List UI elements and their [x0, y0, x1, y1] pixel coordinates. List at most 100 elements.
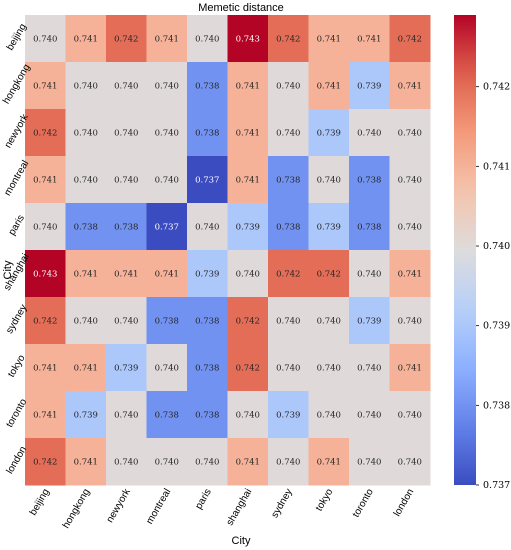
chart-title: Memetic distance [198, 2, 284, 14]
cell-value-label: 0.740 [155, 176, 179, 186]
cell-value-label: 0.739 [114, 364, 138, 374]
cell-value-label: 0.743 [236, 35, 260, 45]
cell-value-label: 0.740 [357, 458, 381, 468]
heatmap-cell [227, 391, 269, 439]
cell-value-label: 0.741 [398, 82, 422, 92]
cell-value-label: 0.742 [236, 317, 260, 327]
cell-value-label: 0.740 [155, 364, 179, 374]
colorbar-tick-label: 0.737 [483, 480, 510, 491]
heatmap-cell [268, 297, 309, 345]
cell-value-label: 0.741 [155, 270, 179, 280]
cell-value-label: 0.740 [357, 411, 381, 421]
heatmap-cell [227, 250, 269, 298]
cell-value-label: 0.738 [357, 176, 381, 186]
heatmap-cell [106, 156, 147, 204]
x-tick-label: sydney [269, 487, 294, 520]
heatmap-cell [389, 109, 431, 157]
heatmap-cell [25, 391, 66, 439]
cell-value-label: 0.737 [155, 223, 179, 233]
y-tick-label: paris [7, 213, 27, 237]
heatmap-cell [106, 438, 147, 486]
heatmap-cell [227, 109, 269, 157]
heatmap-cell [268, 62, 309, 110]
x-tick-label: montreal [144, 487, 173, 526]
cell-value-label: 0.740 [114, 129, 138, 139]
heatmap-cell [187, 15, 228, 63]
heatmap-cell [146, 438, 188, 486]
cell-value-label: 0.738 [195, 317, 219, 327]
cell-value-label: 0.740 [74, 82, 98, 92]
cell-value-label: 0.739 [357, 82, 381, 92]
cell-value-label: 0.738 [276, 223, 300, 233]
cell-value-label: 0.740 [357, 270, 381, 280]
heatmap-cell [65, 250, 107, 298]
cell-value-label: 0.741 [155, 35, 179, 45]
heatmap-cell [25, 62, 66, 110]
cell-value-label: 0.741 [74, 364, 98, 374]
heatmap-cell [146, 250, 188, 298]
cell-value-label: 0.743 [33, 270, 57, 280]
cell-value-label: 0.740 [357, 129, 381, 139]
cell-value-label: 0.740 [114, 176, 138, 186]
heatmap-cell [389, 62, 431, 110]
cell-value-label: 0.740 [114, 458, 138, 468]
heatmap-cell [349, 156, 390, 204]
heatmap-cell [389, 391, 431, 439]
heatmap-cell [106, 15, 147, 63]
colorbar-tick-label: 0.740 [483, 241, 510, 252]
heatmap-cell [389, 250, 431, 298]
cell-value-label: 0.740 [276, 317, 300, 327]
heatmap-cell [187, 62, 228, 110]
colorbar-tick-label: 0.741 [483, 161, 510, 172]
cell-value-label: 0.740 [317, 411, 341, 421]
x-tick-labels: beijing hongkong newyork montreal paris shang… [28, 486, 416, 530]
heatmap-cell [65, 15, 107, 63]
cell-value-label: 0.741 [33, 364, 57, 374]
cell-value-label: 0.742 [33, 458, 57, 468]
cell-value-label: 0.741 [33, 176, 57, 186]
cell-value-label: 0.740 [276, 82, 300, 92]
heatmap-cell [308, 438, 350, 486]
heatmap-cell [106, 250, 147, 298]
heatmap-cell [187, 438, 228, 486]
cell-value-label: 0.740 [155, 82, 179, 92]
cell-value-label: 0.742 [398, 35, 422, 45]
cell-value-label: 0.740 [195, 35, 219, 45]
cell-value-label: 0.739 [195, 270, 219, 280]
heatmap-cell [227, 62, 269, 110]
heatmap-cell [308, 109, 350, 157]
heatmap-cell [65, 344, 107, 392]
heatmap-cell [308, 250, 350, 298]
cell-value-label: 0.739 [276, 411, 300, 421]
heatmap-cell [106, 391, 147, 439]
heatmap-cell [106, 62, 147, 110]
x-tick-label: beijing [28, 487, 52, 518]
heatmap-cell [106, 203, 147, 251]
cell-value-label: 0.740 [276, 364, 300, 374]
cell-value-label: 0.741 [33, 82, 57, 92]
heatmap-cell [146, 344, 188, 392]
cell-value-label: 0.740 [74, 176, 98, 186]
cell-value-label: 0.742 [33, 129, 57, 139]
cell-value-label: 0.740 [276, 129, 300, 139]
heatmap-cell [146, 109, 188, 157]
cell-value-label: 0.741 [236, 82, 260, 92]
cell-value-label: 0.741 [114, 270, 138, 280]
cell-value-label: 0.741 [398, 364, 422, 374]
cell-value-label: 0.738 [195, 82, 219, 92]
heatmap-cell [65, 438, 107, 486]
cell-value-label: 0.741 [236, 458, 260, 468]
cell-value-label: 0.740 [33, 35, 57, 45]
cell-value-label: 0.741 [398, 270, 422, 280]
heatmap-cell [227, 156, 269, 204]
y-axis-label: City [2, 260, 14, 279]
heatmap-cell [25, 344, 66, 392]
heatmap-cell [268, 344, 309, 392]
heatmap-cell [227, 203, 269, 251]
cell-value-label: 0.740 [317, 317, 341, 327]
cell-value-label: 0.741 [357, 35, 381, 45]
heatmap-cell [25, 109, 66, 157]
cell-value-label: 0.739 [317, 223, 341, 233]
cell-value-label: 0.738 [276, 176, 300, 186]
cell-value-label: 0.741 [236, 129, 260, 139]
